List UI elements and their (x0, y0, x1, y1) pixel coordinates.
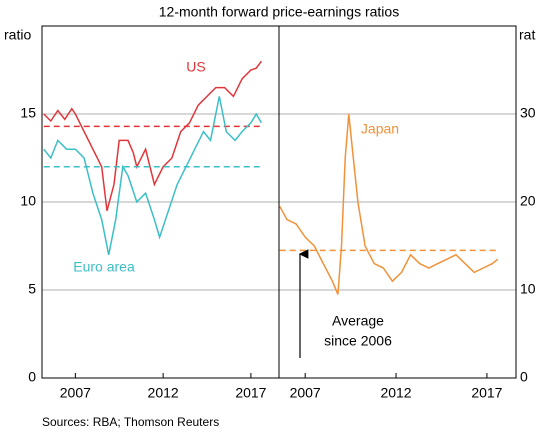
x-tick-label: 2017 (235, 385, 266, 401)
y-tick-label: 15 (20, 105, 36, 121)
annotation: since 2006 (324, 333, 392, 349)
x-tick-label: 2007 (290, 385, 321, 401)
series-line (43, 96, 263, 255)
series-line (279, 113, 499, 295)
source-note: Sources: RBA; Thomson Reuters (42, 415, 219, 429)
series-label: US (186, 59, 205, 75)
x-tick-label: 2007 (60, 385, 91, 401)
y-tick-label: 20 (520, 193, 536, 209)
y-tick-label: 30 (520, 105, 536, 121)
series-line (43, 60, 263, 211)
x-tick-label: 2012 (380, 385, 411, 401)
y-tick-label: 0 (28, 369, 36, 385)
y-axis-label: rat (519, 27, 535, 43)
series-label: Euro area (73, 259, 135, 275)
y-axis-label: ratio (4, 27, 31, 43)
x-tick-label: 2012 (148, 385, 179, 401)
series-label: Japan (361, 121, 399, 137)
x-tick-label: 2017 (471, 385, 502, 401)
y-tick-label: 10 (20, 193, 36, 209)
y-tick-label: 10 (520, 281, 536, 297)
annotation: Average (332, 313, 384, 329)
y-tick-label: 5 (28, 281, 36, 297)
y-tick-label: 0 (520, 369, 528, 385)
chart-subtitle: 12-month forward price-earnings ratios (159, 4, 399, 20)
